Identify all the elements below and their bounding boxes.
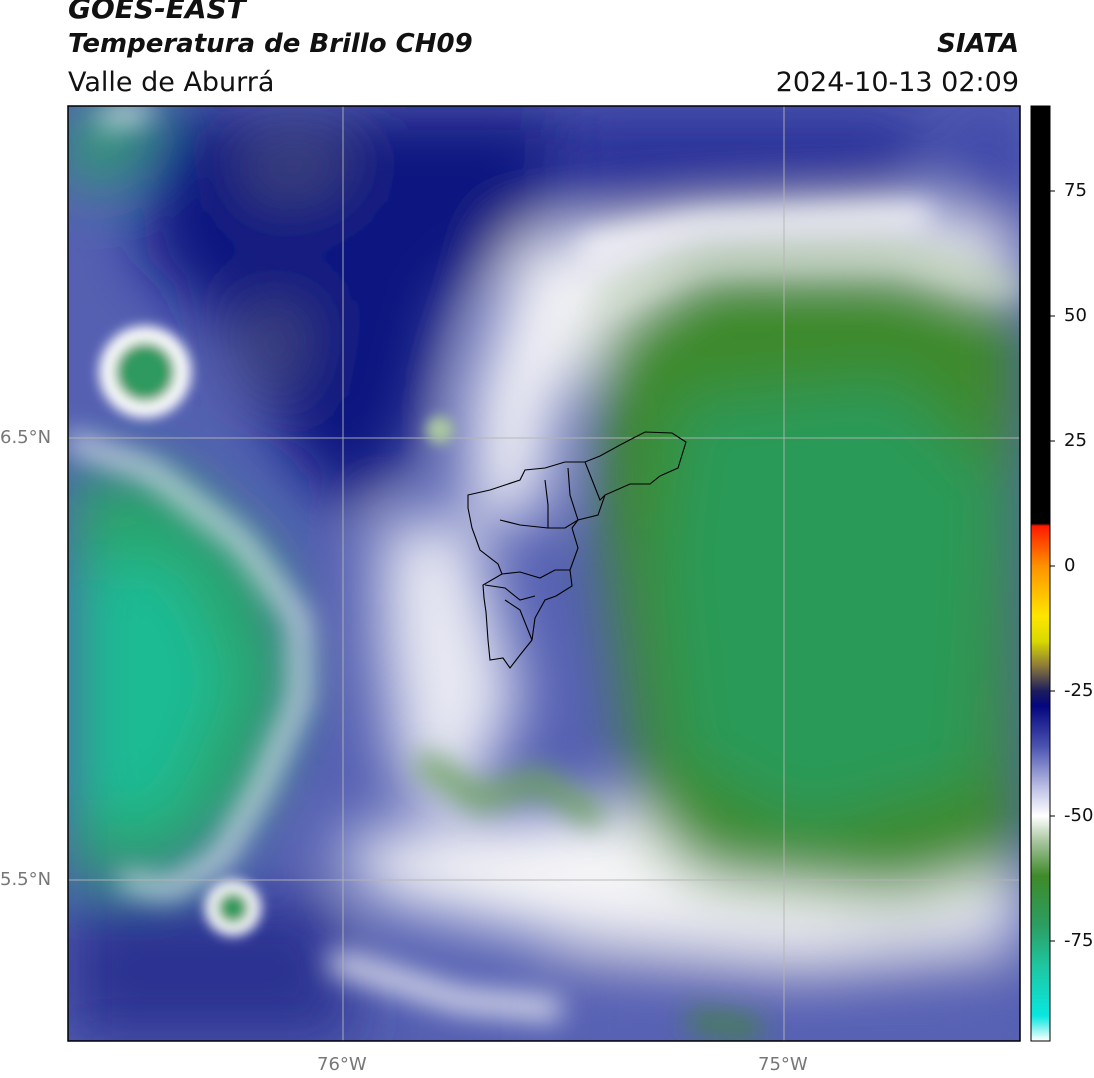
municipal-boundaries — [467, 431, 687, 669]
lat-label-north: 6.5°N — [0, 427, 52, 448]
colorbar-tick-label: 75 — [1064, 180, 1087, 201]
product-title: Temperatura de Brillo CH09 — [68, 29, 473, 59]
colorbar-tick-label: -25 — [1064, 680, 1094, 701]
lon-label-east: 75°W — [758, 1054, 808, 1075]
imagery-layer — [68, 106, 1020, 1041]
graticule — [68, 106, 1020, 1041]
lon-label-west: 76°W — [317, 1054, 367, 1075]
colorbar-tick-label: -50 — [1064, 805, 1094, 826]
colorbar-tick-label: 0 — [1064, 555, 1076, 576]
map-frame — [67, 105, 1021, 1042]
colorbar-tick-label: -75 — [1064, 930, 1094, 951]
satellite-title: GOES-EAST — [68, 0, 246, 25]
colorbar-gradient — [1030, 105, 1051, 1042]
colorbar-tick-label: 50 — [1064, 305, 1087, 326]
datetime-label: 2024-10-13 02:09 — [775, 67, 1019, 98]
region-subtitle: Valle de Aburrá — [68, 67, 275, 98]
lat-label-south: 5.5°N — [0, 869, 52, 890]
agency-label: SIATA — [937, 29, 1019, 59]
colorbar — [1030, 105, 1055, 1042]
colorbar-tick-label: 25 — [1064, 430, 1087, 451]
